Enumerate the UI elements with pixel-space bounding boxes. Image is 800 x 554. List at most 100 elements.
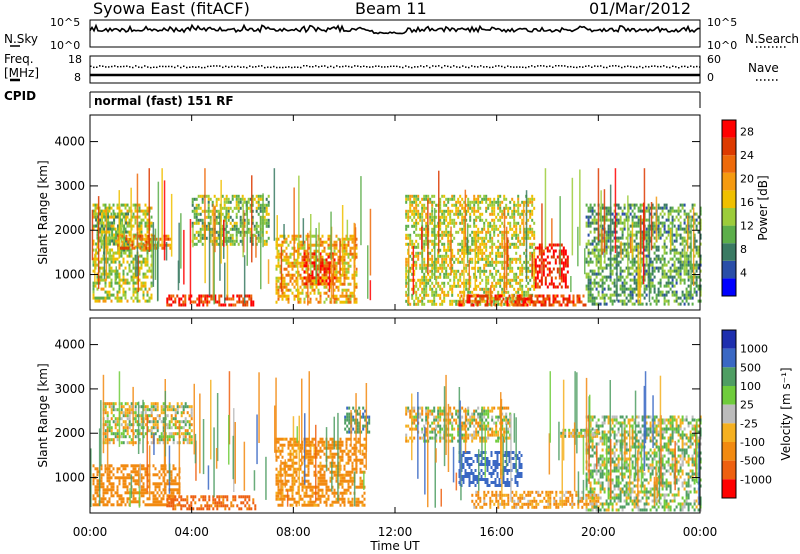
heatmap-cell — [275, 300, 278, 304]
heatmap-cell — [521, 212, 524, 216]
heatmap-cell — [445, 203, 448, 207]
heatmap-cell — [435, 290, 438, 294]
heatmap-cell — [451, 221, 454, 225]
heatmap-cell — [593, 278, 596, 282]
heatmap-cell — [635, 266, 638, 270]
heatmap-cell — [501, 275, 504, 279]
heatmap-cell — [667, 290, 670, 294]
heatmap-cell — [679, 251, 682, 255]
heatmap-cell — [528, 300, 531, 304]
heatmap-cell — [635, 242, 638, 246]
heatmap-cell — [587, 290, 590, 294]
heatmap-cell — [649, 224, 652, 228]
heatmap-cell — [112, 224, 115, 228]
heatmap-cell — [693, 221, 696, 225]
heatmap-cell — [657, 254, 660, 258]
heatmap-cell — [198, 303, 201, 307]
heatmap-cell — [92, 263, 95, 267]
heatmap-cell — [138, 254, 141, 258]
heatmap-cell — [493, 206, 496, 210]
heatmap-cell — [413, 212, 416, 216]
y-tick-label: 1000 — [54, 268, 85, 282]
heatmap-cell — [132, 290, 135, 294]
heatmap-cell — [253, 227, 256, 231]
heatmap-cell — [146, 269, 149, 273]
heatmap-cell — [657, 299, 660, 303]
heatmap-cell — [443, 284, 446, 288]
heatmap-cell — [527, 218, 530, 222]
heatmap-cell — [601, 293, 604, 297]
heatmap-cell — [104, 203, 107, 207]
heatmap-cell — [635, 287, 638, 291]
heatmap-cell — [629, 272, 632, 276]
station-title: Syowa East (fitACF) — [93, 0, 250, 18]
heatmap-cell — [475, 230, 478, 234]
heatmap-cell — [481, 269, 484, 273]
heatmap-cell — [241, 194, 244, 198]
heatmap-cell — [277, 252, 280, 256]
heatmap-cell — [235, 200, 238, 204]
heatmap-cell — [411, 200, 414, 204]
heatmap-cell — [665, 293, 668, 297]
nave-dot — [459, 66, 461, 69]
heatmap-cell — [311, 264, 314, 268]
heatmap-cell — [447, 197, 450, 201]
heatmap-cell — [305, 279, 308, 283]
heatmap-cell — [611, 221, 614, 225]
heatmap-cell — [341, 300, 344, 304]
heatmap-cell — [423, 242, 426, 246]
heatmap-cell — [431, 254, 434, 258]
heatmap-cell — [142, 218, 145, 222]
heatmap-cell — [531, 233, 534, 237]
heatmap-cell — [491, 242, 494, 246]
heatmap-cell — [283, 285, 286, 289]
heatmap-cell — [511, 266, 514, 270]
heatmap-cell — [491, 203, 494, 207]
heatmap-cell — [413, 299, 416, 303]
heatmap-cell — [193, 221, 196, 225]
heatmap-cell — [251, 242, 254, 246]
heatmap-cell — [99, 218, 102, 222]
heatmap-cell — [100, 467, 103, 471]
heatmap-cell — [321, 258, 324, 262]
heatmap-cell — [277, 291, 280, 295]
heatmap-cell — [227, 230, 230, 234]
heatmap-cell — [136, 290, 139, 294]
heatmap-cell — [299, 300, 302, 304]
heatmap-cell — [511, 284, 514, 288]
heatmap-cell — [455, 269, 458, 273]
heatmap-cell — [106, 272, 109, 276]
heatmap-cell — [483, 194, 486, 198]
heatmap-cell — [635, 245, 638, 249]
heatmap-cell — [405, 299, 408, 303]
heatmap-cell — [104, 470, 107, 474]
heatmap-cell — [683, 296, 686, 300]
nave-dot — [549, 65, 551, 67]
nave-dot — [222, 66, 224, 69]
heatmap-cell — [130, 278, 133, 282]
heatmap-cell — [560, 243, 563, 247]
heatmap-cell — [685, 263, 688, 267]
heatmap-cell — [473, 272, 476, 276]
heatmap-cell — [345, 288, 348, 292]
heatmap-cell — [560, 252, 563, 256]
heatmap-cell — [311, 285, 314, 289]
heatmap-cell — [671, 263, 674, 267]
heatmap-cell — [431, 302, 434, 306]
heatmap-cell — [132, 284, 135, 288]
heatmap-cell — [629, 284, 632, 288]
heatmap-cell — [527, 209, 530, 213]
nave-dot — [210, 65, 212, 67]
heatmap-cell — [663, 203, 666, 207]
heatmap-cell — [249, 203, 252, 207]
heatmap-cell — [102, 257, 105, 261]
heatmap-cell — [635, 284, 638, 288]
heatmap-cell — [645, 239, 648, 243]
heatmap-cell — [349, 282, 352, 286]
heatmap-cell — [293, 294, 296, 298]
nave-dot — [129, 66, 131, 68]
heatmap-cell — [116, 269, 119, 273]
heatmap-cell — [681, 242, 684, 246]
heatmap-cell — [517, 206, 520, 210]
heatmap-cell — [491, 209, 494, 213]
